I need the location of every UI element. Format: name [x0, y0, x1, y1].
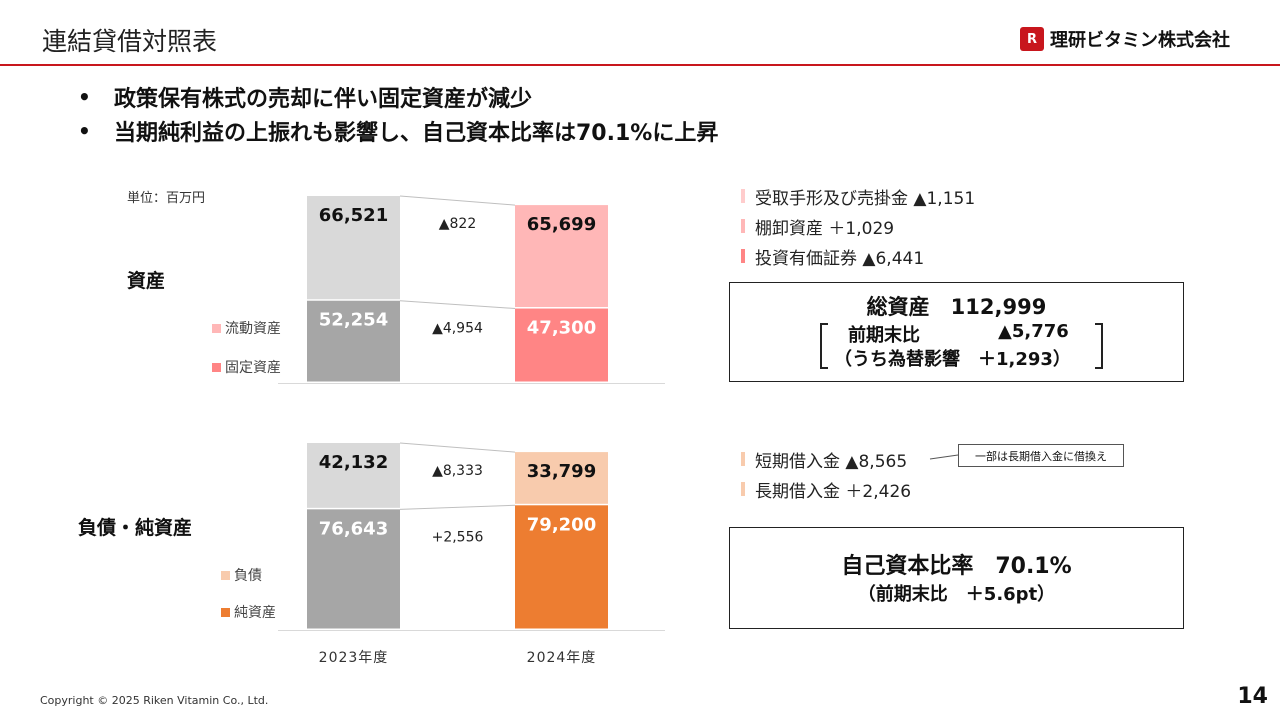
page-title: 連結貸借対照表	[42, 27, 218, 56]
callout-line	[929, 454, 959, 460]
change-label: ▲8,333	[432, 463, 483, 479]
summary-bullet: • 政策保有株式の売却に伴い固定資産が減少	[78, 80, 718, 114]
legend-swatch	[212, 323, 221, 333]
liability-note: 短期借入金 ▲8,565	[741, 444, 911, 474]
bar-value-label: 66,521	[319, 205, 388, 226]
legend-swatch	[221, 607, 230, 617]
company-name: 理研ビタミン株式会社	[1050, 30, 1230, 51]
assets-section-label: 資産	[127, 270, 166, 292]
change-connector-line	[399, 300, 516, 310]
legend-label: 固定資産	[225, 360, 281, 376]
equity-ratio-change: （前期末比 ＋5.6pt）	[857, 584, 1056, 605]
category-label: 2024年度	[527, 650, 597, 666]
note-marker	[741, 249, 745, 263]
bullet-marker: •	[78, 119, 91, 143]
page-number: 14	[1237, 684, 1268, 709]
summary-bullets: • 政策保有株式の売却に伴い固定資産が減少 • 当期純利益の上振れも影響し、自己…	[78, 80, 718, 148]
liab-bar-負債	[515, 452, 608, 504]
bullet-marker: •	[78, 85, 91, 109]
equity-ratio-box: 自己資本比率 70.1% （前期末比 ＋5.6pt）	[729, 527, 1184, 629]
asset-bar-固定資産	[515, 308, 608, 382]
equity-ratio-title: 自己資本比率 70.1%	[841, 554, 1072, 579]
note-text: 受取手形及び売掛金 ▲1,151	[755, 188, 976, 209]
category-label: 2023年度	[319, 650, 389, 666]
header-divider	[0, 64, 1280, 66]
copyright: Copyright © 2025 Riken Vitamin Co., Ltd.	[40, 694, 269, 707]
change-label: ▲4,954	[432, 321, 483, 337]
asset-bar-固定資産	[307, 300, 400, 382]
note-marker	[741, 452, 745, 466]
company-logo: R 理研ビタミン株式会社	[1020, 26, 1230, 52]
left-bracket	[820, 323, 828, 369]
bar-value-label: 76,643	[319, 518, 388, 539]
note-marker	[741, 482, 745, 496]
note-text: 短期借入金 ▲8,565	[755, 451, 908, 472]
legend-swatch	[221, 570, 230, 580]
asset-note: 受取手形及び売掛金 ▲1,151	[741, 181, 975, 211]
note-marker	[741, 189, 745, 203]
bar-value-label: 52,254	[319, 310, 388, 331]
bullet-text: 当期純利益の上振れも影響し、自己資本比率は70.1%に上昇	[114, 121, 719, 146]
bar-value-label: 42,132	[319, 452, 388, 473]
legend-label: 負債	[234, 568, 262, 584]
liabilities-section-label: 負債・純資産	[78, 517, 193, 539]
legend-fixed-assets: 固定資産	[212, 357, 281, 377]
asset-bar-流動資産	[515, 205, 608, 308]
right-bracket	[1095, 323, 1103, 369]
total-assets-box: 総資産 112,999 前期末比 ▲5,776 （うち為替影響 ＋1,293）	[729, 282, 1184, 382]
legend-liabilities: 負債	[221, 565, 262, 585]
legend-current-assets: 流動資産	[212, 318, 281, 338]
legend-swatch	[212, 362, 221, 372]
refinance-callout: 一部は長期借入金に借換え	[958, 444, 1124, 467]
note-marker	[741, 219, 745, 233]
change-label: ▲822	[439, 216, 477, 232]
legend-label: 流動資産	[225, 321, 281, 337]
liab-bar-純資産	[515, 505, 608, 629]
riken-logo-icon: R	[1020, 27, 1044, 51]
bar-value-label: 79,200	[527, 514, 596, 535]
legend-label: 純資産	[234, 605, 276, 621]
change-label: +2,556	[432, 529, 484, 545]
asset-note: 棚卸資産 ＋1,029	[741, 211, 975, 241]
change-connector-line	[399, 504, 516, 510]
note-text: 長期借入金 ＋2,426	[755, 481, 912, 502]
total-assets-title: 総資産 112,999	[866, 295, 1047, 319]
bar-value-label: 65,699	[527, 214, 596, 235]
liability-notes: 短期借入金 ▲8,565 長期借入金 ＋2,426	[741, 444, 911, 504]
liability-note: 長期借入金 ＋2,426	[741, 474, 911, 504]
asset-bar-流動資産	[307, 196, 400, 300]
note-text: 棚卸資産 ＋1,029	[755, 218, 895, 239]
note-text: 投資有価証券 ▲6,441	[755, 248, 925, 269]
liab-bar-負債	[307, 443, 400, 508]
asset-note: 投資有価証券 ▲6,441	[741, 241, 975, 271]
bullet-text: 政策保有株式の売却に伴い固定資産が減少	[114, 87, 533, 112]
bar-value-label: 33,799	[527, 461, 596, 482]
liab-bar-純資産	[307, 509, 400, 629]
legend-net-assets: 純資産	[221, 602, 276, 622]
fx-impact: （うち為替影響 ＋1,293）	[834, 349, 1071, 370]
unit-label: 単位：百万円	[127, 191, 206, 206]
total-assets-change-label: 前期末比	[848, 325, 920, 346]
summary-bullet: • 当期純利益の上振れも影響し、自己資本比率は70.1%に上昇	[78, 114, 718, 148]
total-assets-change-value: ▲5,776	[998, 321, 1069, 342]
change-connector-line	[399, 195, 516, 206]
change-connector-line	[399, 442, 516, 453]
bar-value-label: 47,300	[527, 318, 596, 339]
asset-notes: 受取手形及び売掛金 ▲1,151 棚卸資産 ＋1,029 投資有価証券 ▲6,4…	[741, 181, 975, 271]
